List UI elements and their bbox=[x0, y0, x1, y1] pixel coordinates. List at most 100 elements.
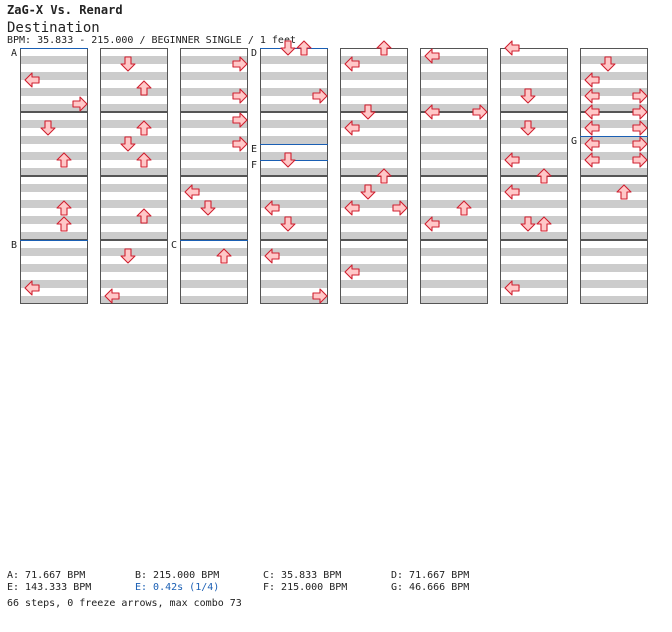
measure-stripe bbox=[500, 88, 568, 96]
measure-stripe bbox=[20, 248, 88, 256]
measure-stripe bbox=[420, 136, 488, 144]
arrow-left-icon bbox=[264, 248, 280, 264]
arrow-right-icon bbox=[232, 112, 248, 128]
measure-box bbox=[420, 240, 488, 304]
measure-stripe bbox=[420, 248, 488, 256]
measure-stripe bbox=[180, 296, 248, 304]
measure-stripe bbox=[20, 120, 88, 128]
measure-box bbox=[340, 240, 408, 304]
measure-stripe bbox=[420, 72, 488, 80]
measure-stripe bbox=[20, 152, 88, 160]
arrow-left-icon bbox=[504, 280, 520, 296]
measure-stripe bbox=[180, 104, 248, 112]
measure-stripe bbox=[420, 296, 488, 304]
arrow-right-icon bbox=[232, 88, 248, 104]
measure-stripe bbox=[500, 168, 568, 176]
measure-stripe bbox=[420, 120, 488, 128]
measure-stripe bbox=[100, 248, 168, 256]
step-chart: A B C D EF G bbox=[11, 40, 648, 304]
bpm-info: BPM: 35.833 - 215.000 / BEGINNER SINGLE … bbox=[7, 35, 296, 46]
measure-box bbox=[20, 112, 88, 176]
measure-stripe bbox=[260, 88, 328, 96]
arrow-left-icon bbox=[584, 88, 600, 104]
measure-stripe bbox=[500, 56, 568, 64]
arrow-down-icon bbox=[120, 136, 136, 152]
measure-stripe bbox=[20, 296, 88, 304]
measure-stripe bbox=[340, 56, 408, 64]
bpm-marker-label: B bbox=[11, 240, 17, 251]
measure-stripe bbox=[500, 280, 568, 288]
arrow-right-icon bbox=[312, 288, 328, 304]
measure-stripe bbox=[580, 72, 648, 80]
arrow-right-icon bbox=[312, 88, 328, 104]
arrow-up-icon bbox=[536, 168, 552, 184]
arrow-down-icon bbox=[200, 200, 216, 216]
measure-stripe bbox=[580, 280, 648, 288]
measure-stripe bbox=[340, 248, 408, 256]
measure-stripe bbox=[580, 56, 648, 64]
arrow-up-icon bbox=[376, 168, 392, 184]
arrow-up-icon bbox=[456, 200, 472, 216]
arrow-down-icon bbox=[360, 184, 376, 200]
measure-stripe bbox=[340, 296, 408, 304]
arrow-right-icon bbox=[472, 104, 488, 120]
arrow-left-icon bbox=[344, 264, 360, 280]
measure-stripe bbox=[420, 88, 488, 96]
measure-stripe bbox=[340, 88, 408, 96]
measure-stripe bbox=[340, 184, 408, 192]
bpm-marker-label: E bbox=[251, 144, 257, 155]
arrow-left-icon bbox=[504, 184, 520, 200]
arrow-down-icon bbox=[520, 216, 536, 232]
measure-stripe bbox=[500, 104, 568, 112]
arrow-right-icon bbox=[72, 96, 88, 112]
arrow-left-icon bbox=[264, 200, 280, 216]
measure-stripe bbox=[420, 280, 488, 288]
measure-stripe bbox=[420, 104, 488, 112]
measure-stripe bbox=[100, 280, 168, 288]
measure-stripe bbox=[580, 152, 648, 160]
measure-stripe bbox=[340, 136, 408, 144]
arrow-left-icon bbox=[584, 120, 600, 136]
arrow-left-icon bbox=[584, 72, 600, 88]
arrow-down-icon bbox=[280, 152, 296, 168]
arrow-left-icon bbox=[504, 152, 520, 168]
arrow-down-icon bbox=[280, 40, 296, 56]
measure-stripe bbox=[580, 216, 648, 224]
arrow-up-icon bbox=[376, 40, 392, 56]
measure-stripe bbox=[340, 72, 408, 80]
arrow-up-icon bbox=[216, 248, 232, 264]
measure-stripe bbox=[260, 296, 328, 304]
measure-box bbox=[20, 176, 88, 240]
arrow-left-icon bbox=[344, 200, 360, 216]
bpm-marker-label: C bbox=[171, 240, 177, 251]
arrow-left-icon bbox=[424, 216, 440, 232]
arrow-left-icon bbox=[424, 104, 440, 120]
measure-stripe bbox=[260, 104, 328, 112]
measure-stripe bbox=[500, 248, 568, 256]
arrow-left-icon bbox=[504, 40, 520, 56]
measure-stripe bbox=[580, 88, 648, 96]
measure-stripe bbox=[500, 232, 568, 240]
legend-E-stop: E: 0.42s (1/4) bbox=[135, 582, 220, 593]
measure-stripe bbox=[20, 280, 88, 288]
arrow-right-icon bbox=[232, 136, 248, 152]
measure-box bbox=[260, 240, 328, 304]
measure-stripe bbox=[260, 120, 328, 128]
measure-box bbox=[420, 176, 488, 240]
measure-stripe bbox=[20, 200, 88, 208]
measure-stripe bbox=[180, 120, 248, 128]
arrow-up-icon bbox=[56, 216, 72, 232]
step-stats: 66 steps, 0 freeze arrows, max combo 73 bbox=[7, 598, 242, 609]
legend-E: E: 143.333 BPM bbox=[7, 582, 92, 593]
measure-stripe bbox=[340, 280, 408, 288]
measure-stripe bbox=[180, 232, 248, 240]
measure-box bbox=[100, 48, 168, 112]
measure-stripe bbox=[180, 216, 248, 224]
measure-stripe bbox=[100, 200, 168, 208]
measure-box bbox=[500, 240, 568, 304]
measure-stripe bbox=[20, 232, 88, 240]
legend-F: F: 215.000 BPM bbox=[263, 582, 348, 593]
arrow-down-icon bbox=[360, 104, 376, 120]
legend-A: A: 71.667 BPM bbox=[7, 570, 86, 581]
measure-stripe bbox=[500, 216, 568, 224]
